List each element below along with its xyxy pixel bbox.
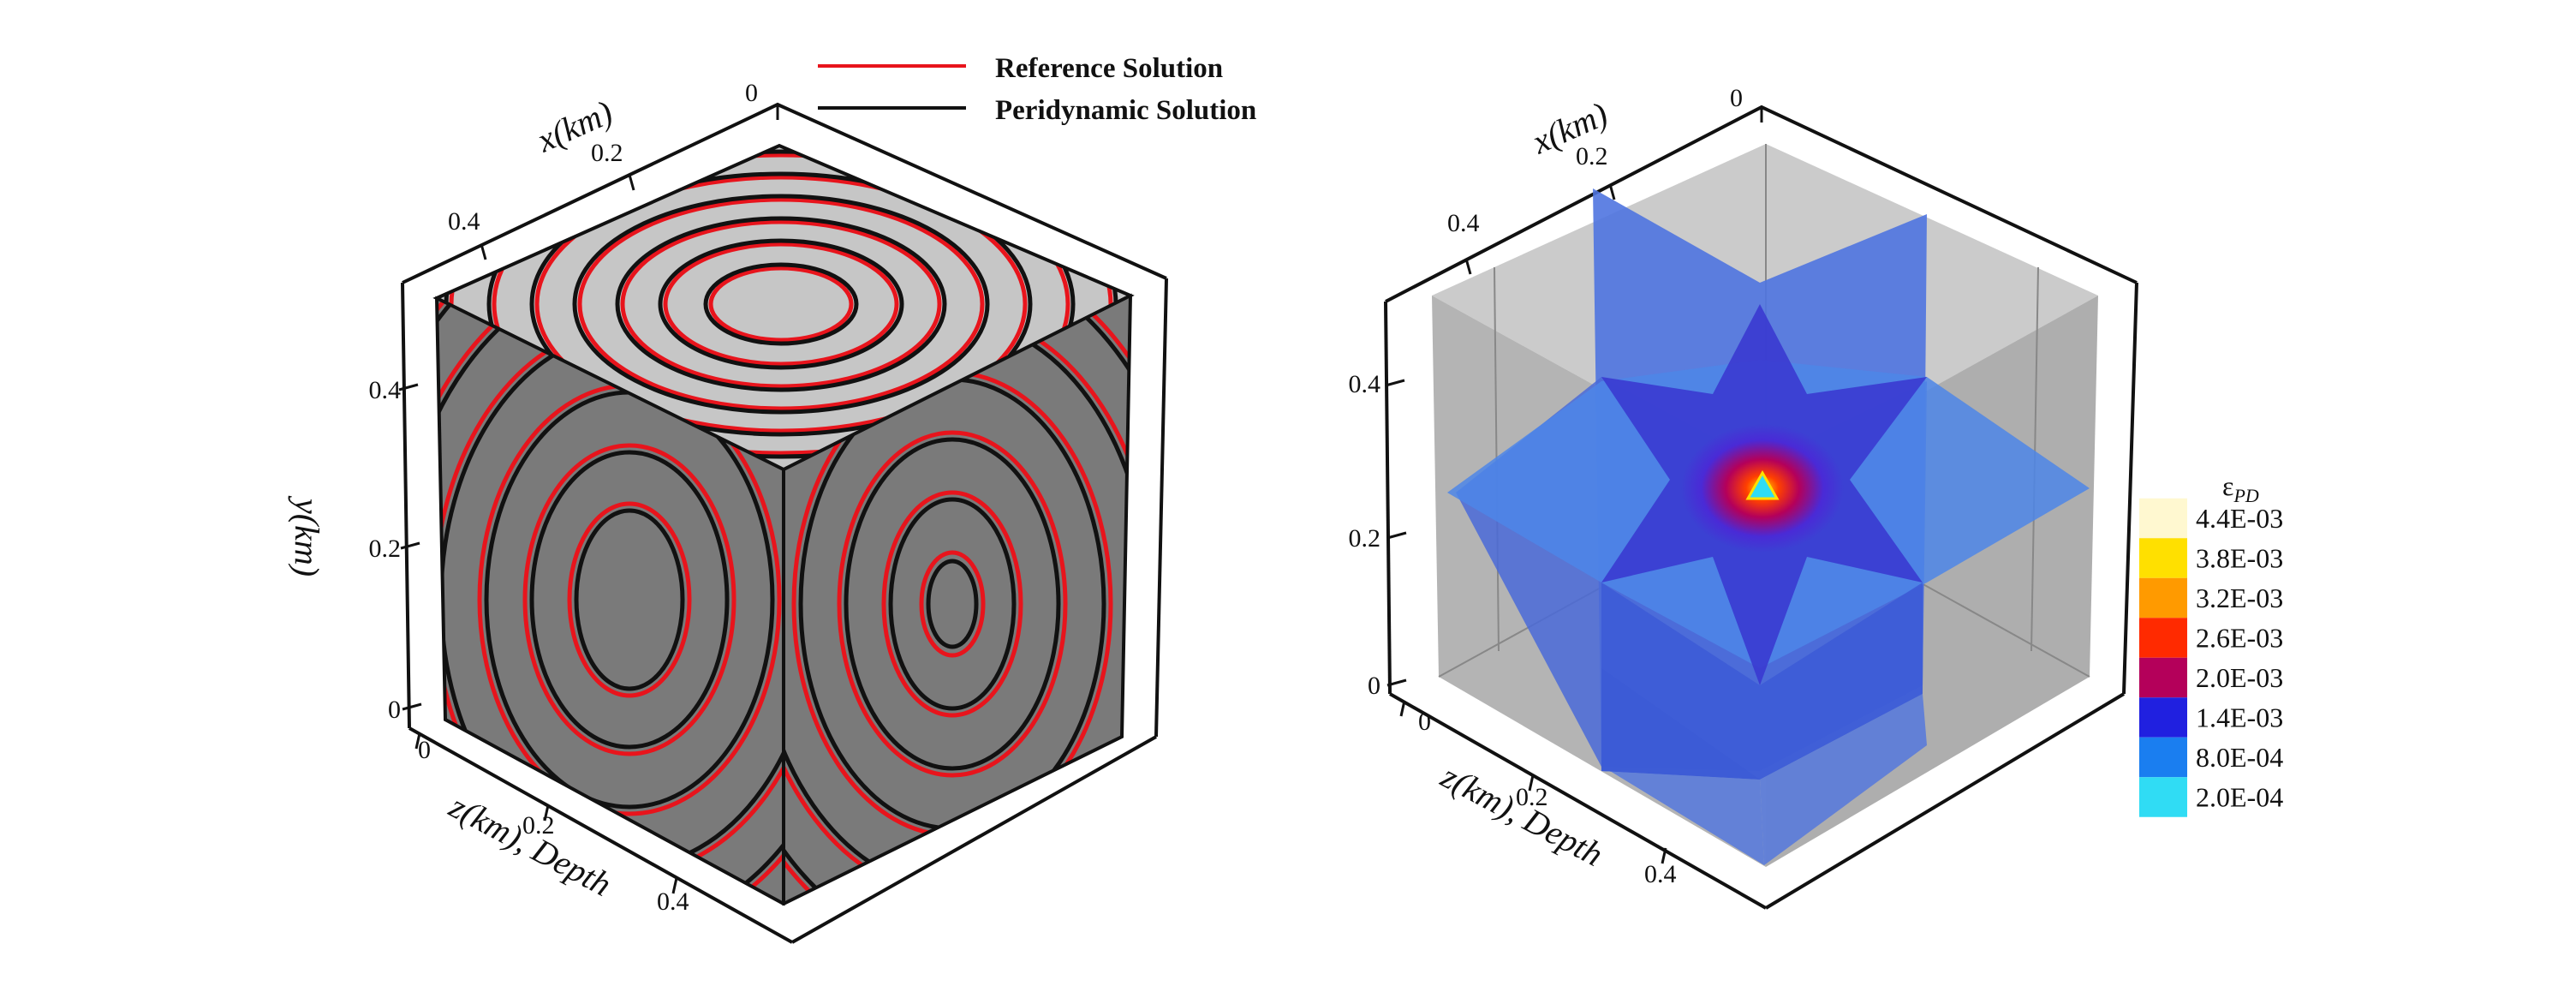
left-cube-edges [432,143,1135,906]
right-tick-marks [1385,107,1763,864]
right-z-axis-title: z(km), Depth [1434,756,1609,874]
colorbar-title-sub: PD [2233,485,2258,506]
colorbar-label-6: 8.0E-04 [2196,742,2283,773]
colorbar-swatch-6 [2139,737,2187,778]
right-panel: x(km) z(km), Depth 0 0.2 0.4 0 0.2 0.4 0… [1349,84,2283,910]
colorbar-swatch-4 [2139,657,2187,698]
legend-label-peridynamic: Peridynamic Solution [995,95,1256,126]
left-y-tick-0: 0 [388,696,401,724]
colorbar-swatch-7 [2139,777,2187,817]
colorbar-label-0: 4.4E-03 [2196,503,2283,534]
colorbar-swatches [2139,498,2187,817]
left-y-tick-2: 0.4 [369,376,402,404]
right-y-tick-2: 0.4 [1349,370,1381,398]
colorbar-title: εPD [2222,470,2259,506]
right-x-tick-2: 0.4 [1447,209,1480,237]
colorbar-swatch-3 [2139,618,2187,658]
colorbar: εPD 4.4E-03 3.8E-03 3.2E-03 2.6E-03 2.0E-03 1… [2139,470,2283,817]
left-y-tick-1: 0.2 [369,535,402,563]
left-z-tick-2: 0.4 [657,887,689,916]
colorbar-labels: 4.4E-03 3.8E-03 3.2E-03 2.6E-03 2.0E-03 1.4E-… [2196,503,2283,813]
colorbar-title-main: ε [2222,470,2233,501]
colorbar-label-7: 2.0E-04 [2196,782,2283,813]
colorbar-label-4: 2.0E-03 [2196,662,2283,693]
right-y-tick-1: 0.2 [1349,524,1381,553]
left-z-tick-1: 0.2 [522,811,555,840]
colorbar-label-1: 3.8E-03 [2196,543,2283,574]
right-z-tick-2: 0.4 [1644,860,1677,888]
right-z-tick-0: 0 [1418,708,1431,736]
colorbar-label-3: 2.6E-03 [2196,623,2283,654]
right-y-tick-0: 0 [1368,672,1380,700]
colorbar-swatch-5 [2139,697,2187,738]
right-slices [1447,188,2090,865]
left-z-tick-0: 0 [418,736,431,764]
right-z-tick-1: 0.2 [1516,783,1548,811]
colorbar-swatch-0 [2139,498,2187,539]
colorbar-swatch-1 [2139,538,2187,578]
left-x-tick-1: 0.2 [591,139,623,167]
left-panel: Reference Solution Peridynamic Solution … [288,53,1256,944]
colorbar-label-5: 1.4E-03 [2196,702,2283,733]
colorbar-swatch-2 [2139,577,2187,619]
left-z-axis-title: z(km), Depth [443,786,617,904]
left-x-tick-0: 0 [745,79,758,107]
left-tick-marks [398,105,779,894]
slice-center-marker [1745,469,1780,500]
right-x-tick-1: 0.2 [1576,142,1608,170]
legend: Reference Solution Peridynamic Solution [818,53,1256,126]
legend-label-reference: Reference Solution [995,53,1223,84]
right-x-tick-0: 0 [1730,84,1743,112]
left-y-axis-title: y(km) [288,495,326,577]
left-x-tick-2: 0.4 [448,207,480,236]
colorbar-label-2: 3.2E-03 [2196,583,2283,613]
